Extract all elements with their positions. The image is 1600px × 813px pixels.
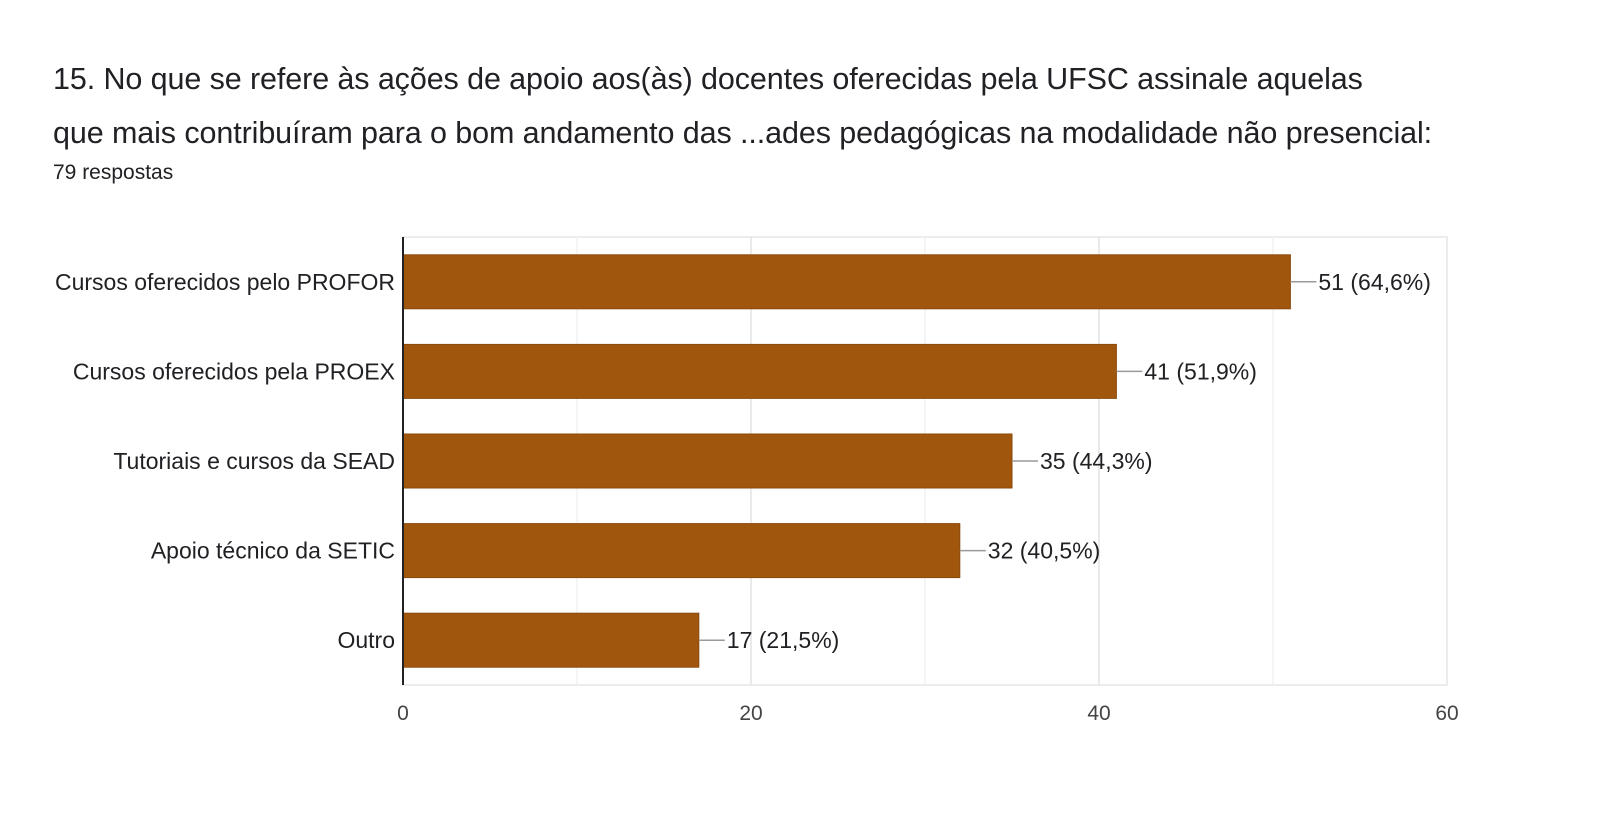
- chart-header: 15. No que se refere às ações de apoio a…: [53, 52, 1583, 185]
- data-label: 35 (44,3%): [1040, 448, 1153, 474]
- category-label: Tutoriais e cursos da SEAD: [113, 448, 395, 474]
- x-tick-label: 60: [1435, 702, 1458, 725]
- data-label: 32 (40,5%): [988, 538, 1101, 564]
- category-label: Outro: [337, 627, 395, 653]
- bar: [402, 612, 700, 668]
- x-tick-label: 20: [739, 702, 762, 725]
- question-title-line-2: que mais contribuíram para o bom andamen…: [53, 116, 1433, 150]
- x-tick-label: 40: [1087, 702, 1110, 725]
- data-label: 51 (64,6%): [1318, 269, 1431, 295]
- bar: [402, 254, 1291, 310]
- question-title-line-1: 15. No que se refere às ações de apoio a…: [53, 62, 1363, 96]
- data-label: 17 (21,5%): [727, 627, 840, 653]
- category-label: Cursos oferecidos pela PROEX: [73, 358, 395, 384]
- bar: [402, 433, 1013, 489]
- question-title: 15. No que se refere às ações de apoio a…: [53, 52, 1583, 160]
- x-tick-label: 0: [397, 702, 409, 725]
- bar: [402, 523, 961, 579]
- bar: [402, 343, 1117, 399]
- data-label: 41 (51,9%): [1144, 358, 1257, 384]
- category-label: Apoio técnico da SETIC: [151, 538, 395, 564]
- response-count: 79 respostas: [53, 161, 174, 184]
- category-label: Cursos oferecidos pelo PROFOR: [55, 269, 395, 295]
